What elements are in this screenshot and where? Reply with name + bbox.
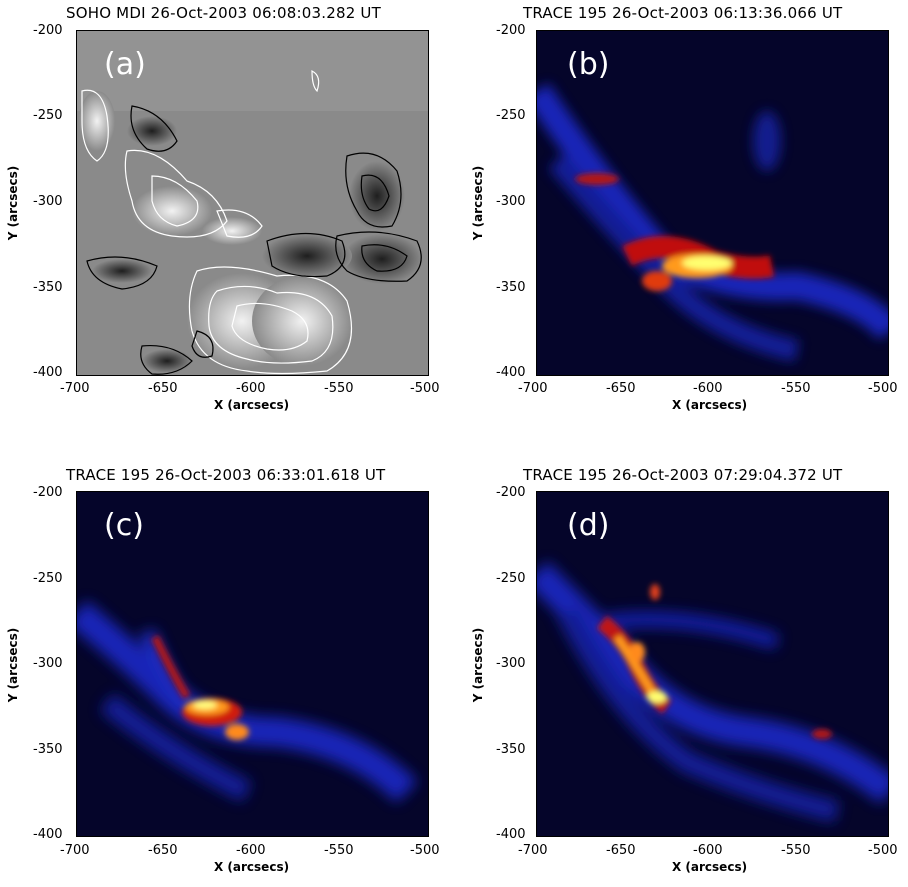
- panel-d-ylabel: Y (arcsecs): [471, 627, 485, 703]
- panel-b-ylabel: Y (arcsecs): [471, 165, 485, 241]
- panel-b-ytick: -200: [496, 23, 526, 38]
- panel-c-ytick: -400: [33, 827, 63, 842]
- panel-b-ytick: -300: [496, 194, 526, 209]
- panel-d-letter: (d): [567, 508, 610, 543]
- panel-b-xtick: -550: [781, 381, 811, 396]
- panel-d-xtick: -500: [868, 843, 898, 858]
- panel-c-ylabel: Y (arcsecs): [6, 627, 20, 703]
- panel-c-letter: (c): [104, 508, 144, 543]
- panel-d-xtick: -650: [606, 843, 636, 858]
- panel-c-xtick: -600: [236, 843, 266, 858]
- panel-d-ytick: -350: [496, 742, 526, 757]
- panel-c-ytick: -350: [33, 742, 63, 757]
- panel-b-letter: (b): [567, 47, 610, 82]
- panel-d-ytick: -250: [496, 571, 526, 586]
- panel-a-letter: (a): [104, 47, 146, 82]
- panel-b-ytick: -350: [496, 280, 526, 295]
- panel-d-ytick: -300: [496, 656, 526, 671]
- panel-a-ytick: -300: [33, 194, 63, 209]
- panel-a-image: (a): [76, 30, 429, 376]
- panel-a-ytick: -400: [33, 365, 63, 380]
- panel-d-xlabel: X (arcsecs): [672, 860, 748, 874]
- panel-d-ytick: -200: [496, 485, 526, 500]
- panel-b-xtick: -700: [518, 381, 548, 396]
- panel-c-xlabel: X (arcsecs): [214, 860, 290, 874]
- panel-d-xtick: -550: [781, 843, 811, 858]
- panel-a-title: SOHO MDI 26-Oct-2003 06:08:03.282 UT: [66, 4, 381, 22]
- panel-a-ytick: -350: [33, 280, 63, 295]
- panel-b-xtick: -600: [693, 381, 723, 396]
- panel-b-xlabel: X (arcsecs): [672, 398, 748, 412]
- panel-d-ytick: -400: [496, 827, 526, 842]
- panel-a-xtick: -600: [236, 381, 266, 396]
- panel-d-xtick: -700: [518, 843, 548, 858]
- panel-a-xtick: -650: [148, 381, 178, 396]
- panel-b-ytick: -250: [496, 108, 526, 123]
- panel-a-xtick: -500: [410, 381, 440, 396]
- panel-c-ytick: -200: [33, 485, 63, 500]
- panel-a-xtick: -550: [324, 381, 354, 396]
- panel-b-title: TRACE 195 26-Oct-2003 06:13:36.066 UT: [523, 4, 843, 22]
- panel-c-title: TRACE 195 26-Oct-2003 06:33:01.618 UT: [66, 466, 386, 484]
- panel-b-ytick: -400: [496, 365, 526, 380]
- panel-c-xtick: -650: [148, 843, 178, 858]
- panel-c-xtick: -700: [60, 843, 90, 858]
- panel-d-xtick: -600: [693, 843, 723, 858]
- panel-a-xtick: -700: [60, 381, 90, 396]
- panel-c-ytick: -250: [33, 571, 63, 586]
- panel-a-ytick: -250: [33, 108, 63, 123]
- panel-a-ytick: -200: [33, 23, 63, 38]
- panel-b-xtick: -500: [868, 381, 898, 396]
- panel-c-ytick: -300: [33, 656, 63, 671]
- panel-c-xtick: -500: [410, 843, 440, 858]
- euv-image-d: [537, 561, 888, 823]
- panel-b-xtick: -650: [606, 381, 636, 396]
- panel-c-image: (c): [76, 491, 429, 837]
- panel-c-xtick: -550: [324, 843, 354, 858]
- magnetogram-image: [77, 31, 428, 375]
- panel-d-image: (d): [536, 491, 889, 837]
- euv-image-c: [77, 600, 418, 803]
- panel-a-xlabel: X (arcsecs): [214, 398, 290, 412]
- panel-d-title: TRACE 195 26-Oct-2003 07:29:04.372 UT: [523, 466, 843, 484]
- panel-a-ylabel: Y (arcsecs): [6, 165, 20, 241]
- panel-b-image: (b): [536, 30, 889, 376]
- euv-image-b: [537, 83, 888, 362]
